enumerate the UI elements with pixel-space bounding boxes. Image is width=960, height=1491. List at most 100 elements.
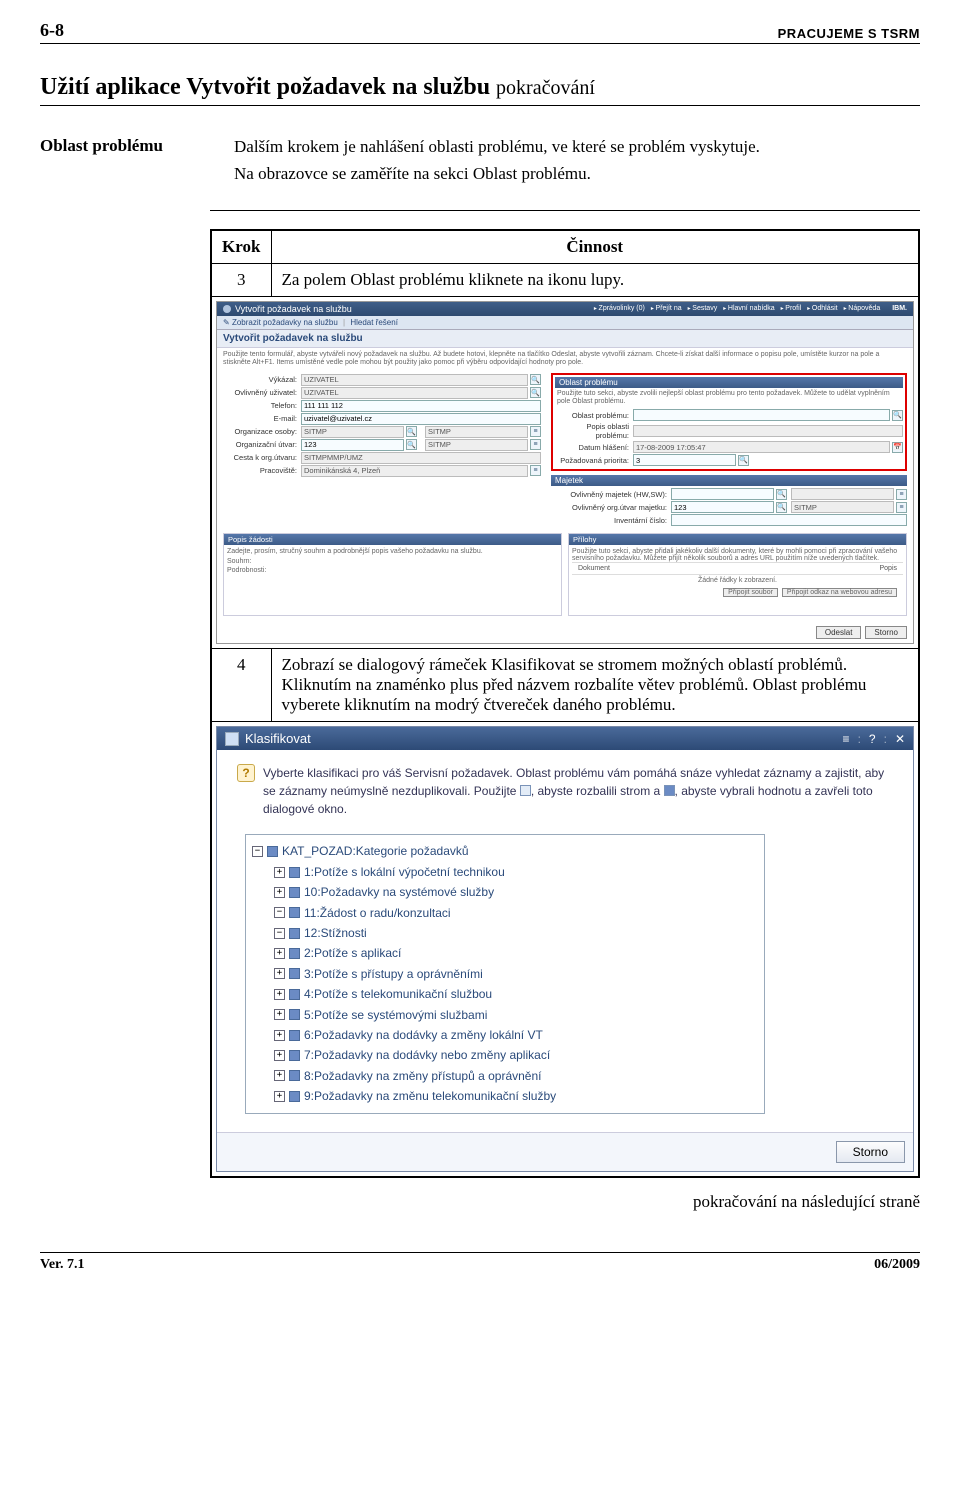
lookup-icon[interactable]: 🔍 [406, 426, 417, 437]
detail-icon[interactable]: ≡ [530, 465, 541, 476]
tree-item-label[interactable]: 10:Požadavky na systémové služby [304, 882, 494, 902]
detail-icon[interactable]: ≡ [530, 426, 541, 437]
majetek1-desc[interactable] [791, 488, 894, 500]
telefon-field[interactable] [301, 400, 541, 412]
dialog-menu-icon[interactable]: ≡ [843, 732, 850, 746]
tree-item[interactable]: +2:Potíže s aplikací [252, 943, 758, 963]
expand-icon[interactable]: + [274, 1009, 285, 1020]
expand-icon[interactable]: − [274, 907, 285, 918]
tree-root[interactable]: − KAT_POZAD:Kategorie požadavků [252, 841, 758, 861]
oblast-field[interactable] [633, 409, 890, 421]
majetek2-field[interactable] [671, 501, 774, 513]
tree-item[interactable]: +4:Potíže s telekomunikační službou [252, 984, 758, 1004]
dialog-close-icon[interactable]: ✕ [895, 732, 905, 746]
tree-item[interactable]: +9:Požadavky na změnu telekomunikační sl… [252, 1086, 758, 1106]
detail-icon[interactable]: ≡ [530, 439, 541, 450]
ovlivneny-field[interactable] [301, 387, 528, 399]
expand-icon[interactable]: + [274, 887, 285, 898]
tab-search[interactable]: Hledat řešení [350, 318, 398, 327]
tree-item[interactable]: +8:Požadavky na změny přístupů a oprávně… [252, 1066, 758, 1086]
cesta-field[interactable] [301, 452, 541, 464]
lookup-icon[interactable]: 🔍 [530, 387, 541, 398]
top-link[interactable]: Odhlásit [807, 305, 837, 312]
detail-icon[interactable]: ≡ [896, 489, 907, 500]
lookup-icon[interactable]: 🔍 [776, 489, 787, 500]
lookup-icon[interactable]: 🔍 [530, 374, 541, 385]
top-link[interactable]: Hlavní nabídka [723, 305, 774, 312]
tree-item-label[interactable]: 3:Potíže s přístupy a oprávněními [304, 964, 483, 984]
lookup-icon[interactable]: 🔍 [406, 439, 417, 450]
select-icon[interactable] [289, 867, 300, 878]
select-icon[interactable] [289, 907, 300, 918]
detail-icon[interactable]: ≡ [896, 502, 907, 513]
pracoviste-field[interactable] [301, 465, 528, 477]
select-icon[interactable] [289, 928, 300, 939]
org-desc-field[interactable] [425, 426, 528, 438]
tree-item[interactable]: +6:Požadavky na dodávky a změny lokální … [252, 1025, 758, 1045]
attach-file-button[interactable]: Připojit soubor [723, 588, 778, 597]
select-icon[interactable] [289, 1009, 300, 1020]
tree-item[interactable]: +1:Potíže s lokální výpočetní technikou [252, 862, 758, 882]
select-icon[interactable] [289, 948, 300, 959]
top-link[interactable]: Nápověda [844, 305, 881, 312]
expand-icon[interactable]: + [274, 867, 285, 878]
calendar-icon[interactable]: 📅 [892, 442, 903, 453]
tree-item-label[interactable]: 2:Potíže s aplikací [304, 943, 401, 963]
cancel-button[interactable]: Storno [865, 626, 907, 639]
expand-icon[interactable]: + [274, 1030, 285, 1041]
tree-item-label[interactable]: 8:Požadavky na změny přístupů a oprávněn… [304, 1066, 541, 1086]
tree-item[interactable]: +10:Požadavky na systémové služby [252, 882, 758, 902]
majetek2-desc[interactable] [791, 501, 894, 513]
tree-item-label[interactable]: 1:Potíže s lokální výpočetní technikou [304, 862, 505, 882]
popis-field[interactable] [633, 425, 903, 437]
send-button[interactable]: Odeslat [816, 626, 862, 639]
expand-icon[interactable]: + [274, 989, 285, 1000]
select-icon[interactable] [267, 846, 278, 857]
top-link[interactable]: Přejít na [651, 305, 682, 312]
expand-icon[interactable]: + [274, 948, 285, 959]
select-icon[interactable] [289, 1050, 300, 1061]
tree-item[interactable]: − 12:Stížnosti [252, 923, 758, 943]
select-icon[interactable] [289, 887, 300, 898]
expand-icon[interactable]: + [274, 1091, 285, 1102]
tree-item[interactable]: +3:Potíže s přístupy a oprávněními [252, 964, 758, 984]
expand-icon[interactable]: + [274, 1070, 285, 1081]
priorita-field[interactable] [633, 454, 736, 466]
tree-item[interactable]: − 11:Žádost o radu/konzultaci [252, 903, 758, 923]
dialog-cancel-button[interactable]: Storno [836, 1141, 905, 1163]
expand-icon[interactable]: − [274, 928, 285, 939]
majetek3-field[interactable] [671, 514, 907, 526]
lookup-icon[interactable]: 🔍 [776, 502, 787, 513]
attach-url-button[interactable]: Připojit odkaz na webovou adresu [782, 588, 897, 597]
dialog-help-icon[interactable]: ? [869, 732, 876, 746]
orgutvar-desc-field[interactable] [425, 439, 528, 451]
select-icon[interactable] [289, 989, 300, 1000]
tree-item-label[interactable]: 4:Potíže s telekomunikační službou [304, 984, 492, 1004]
tree-root-label[interactable]: KAT_POZAD:Kategorie požadavků [282, 841, 469, 861]
tree-item[interactable]: +7:Požadavky na dodávky nebo změny aplik… [252, 1045, 758, 1065]
majetek1-field[interactable] [671, 488, 774, 500]
org-field[interactable] [301, 426, 404, 438]
tree-item[interactable]: +5:Potíže se systémovými službami [252, 1005, 758, 1025]
tree-item-label[interactable]: 5:Potíže se systémovými službami [304, 1005, 487, 1025]
collapse-icon[interactable]: − [252, 846, 263, 857]
oblast-lookup-icon[interactable]: 🔍 [892, 410, 903, 421]
tree-item-label[interactable]: 12:Stížnosti [304, 923, 367, 943]
select-icon[interactable] [289, 968, 300, 979]
tree-item-label[interactable]: 9:Požadavky na změnu telekomunikační slu… [304, 1086, 556, 1106]
tree-item-label[interactable]: 6:Požadavky na dodávky a změny lokální V… [304, 1025, 543, 1045]
select-icon[interactable] [289, 1070, 300, 1081]
email-field[interactable] [301, 413, 541, 425]
vykazal-field[interactable] [301, 374, 528, 386]
tree-item-label[interactable]: 11:Žádost o radu/konzultaci [304, 903, 451, 923]
top-link[interactable]: Profil [781, 305, 802, 312]
expand-icon[interactable]: + [274, 968, 285, 979]
top-link[interactable]: Zprávolinky (0) [594, 305, 645, 312]
datum-field[interactable] [633, 441, 890, 453]
orgutvar-field[interactable] [301, 439, 404, 451]
select-icon[interactable] [289, 1091, 300, 1102]
tab-requests[interactable]: Zobrazit požadavky na službu [232, 318, 338, 327]
expand-icon[interactable]: + [274, 1050, 285, 1061]
tree-item-label[interactable]: 7:Požadavky na dodávky nebo změny aplika… [304, 1045, 550, 1065]
select-icon[interactable] [289, 1030, 300, 1041]
